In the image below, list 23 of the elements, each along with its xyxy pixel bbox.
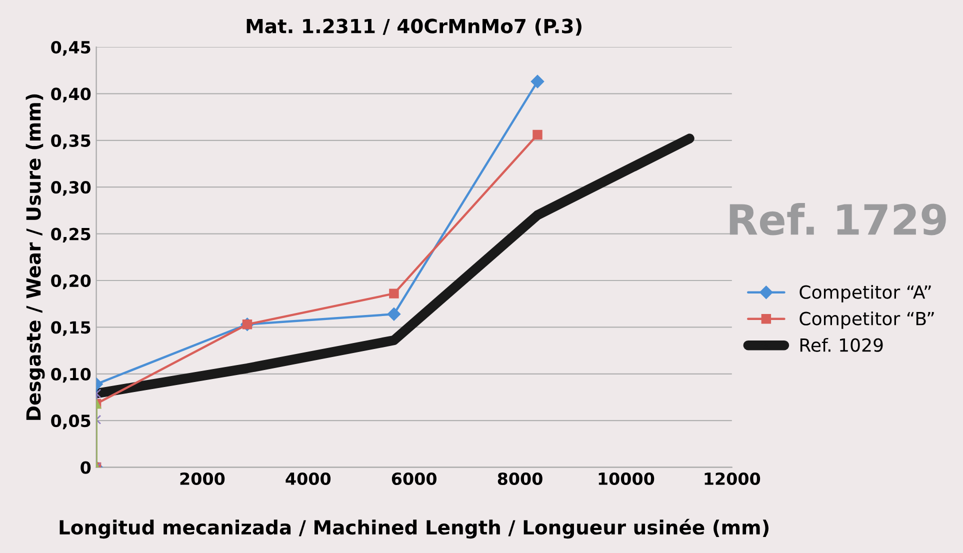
x-tick-label: 8000 — [498, 472, 542, 486]
y-tick-label: 0,10 — [51, 368, 91, 383]
y-tick-label: 0 — [80, 461, 91, 474]
y-axis-title: Desgaste / Wear / Usure (mm) — [26, 94, 45, 420]
y-tick-label: 0,40 — [51, 88, 91, 102]
x-tick-label: 4000 — [286, 472, 331, 486]
x-tick-label: 6000 — [392, 472, 436, 486]
y-tick-label: 0,20 — [51, 274, 91, 290]
annotation: Ref. 1729 — [730, 202, 946, 236]
legend-label: Ref. 1029 — [800, 338, 883, 352]
y-tick-label: 0,05 — [51, 414, 90, 430]
x-tick-label: 12000 — [704, 472, 760, 486]
y-tick-label: 0,35 — [51, 134, 90, 150]
y-tick-label: 0,25 — [51, 228, 90, 242]
y-tick-label: 0,15 — [51, 321, 90, 336]
x-tick-label: 2000 — [180, 472, 225, 486]
y-tick-label: 0,45 — [51, 40, 90, 56]
x-tick-label: 10000 — [598, 472, 654, 486]
y-tick-label: 0,30 — [51, 181, 91, 196]
legend-label: Competitor “B” — [800, 311, 934, 329]
legend-label: Competitor “A” — [800, 284, 931, 302]
x-axis-title: Longitud mecanizada / Machined Length / Longueur usinée (mm) — [60, 518, 769, 539]
chart-title: Mat. 1.2311 / 40CrMnMo7 (P.3) — [246, 18, 582, 36]
